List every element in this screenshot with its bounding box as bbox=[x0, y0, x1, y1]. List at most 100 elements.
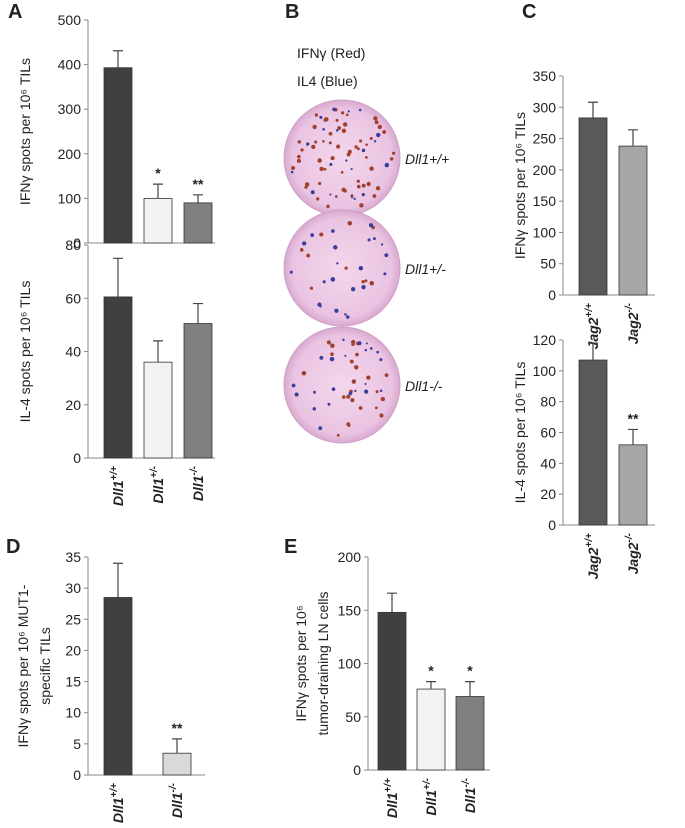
y-tick-label: 500 bbox=[58, 12, 82, 28]
y-axis-title: IFNγ spots per 10⁶ TILs bbox=[512, 112, 528, 259]
y-tick-label: 350 bbox=[533, 68, 557, 84]
error-bar bbox=[153, 340, 163, 363]
y-axis-title: IFNγ spots per 10⁶ bbox=[293, 605, 309, 721]
spot bbox=[329, 162, 333, 166]
spot bbox=[326, 340, 331, 345]
bar bbox=[455, 696, 485, 771]
legend-text: IFNγ (Red) bbox=[297, 45, 365, 61]
spot bbox=[326, 204, 330, 209]
spot bbox=[355, 352, 359, 357]
spot bbox=[357, 341, 362, 346]
y-tick-label: 0 bbox=[73, 767, 81, 783]
spot bbox=[348, 391, 353, 396]
spot bbox=[361, 285, 366, 290]
y-tick-label: 100 bbox=[533, 224, 557, 240]
y-tick-label: 20 bbox=[65, 397, 81, 413]
spot bbox=[344, 354, 347, 357]
spot bbox=[359, 203, 364, 208]
x-tick-label: Jag2+/+ bbox=[584, 303, 601, 350]
spot bbox=[335, 129, 339, 132]
spot bbox=[306, 253, 311, 258]
panel-label: B bbox=[285, 1, 299, 23]
panel-label: C bbox=[522, 1, 536, 23]
spot bbox=[372, 237, 376, 241]
spot bbox=[383, 272, 387, 276]
y-tick-label: 60 bbox=[65, 290, 81, 306]
spot bbox=[365, 342, 368, 345]
spot bbox=[376, 132, 381, 138]
y-tick-label: 150 bbox=[533, 193, 557, 209]
well-label: Dll1-/- bbox=[405, 378, 443, 394]
y-tick-label: 300 bbox=[533, 99, 557, 115]
spot bbox=[341, 395, 346, 399]
y-tick-label: 200 bbox=[533, 162, 557, 178]
spot bbox=[312, 407, 316, 411]
spot bbox=[314, 140, 318, 144]
x-tick-label: Dll1+/+ bbox=[383, 778, 400, 818]
spot bbox=[344, 266, 348, 270]
spot bbox=[345, 315, 350, 319]
panel-label: E bbox=[284, 536, 297, 558]
spot bbox=[379, 358, 383, 362]
spot bbox=[322, 280, 326, 284]
spot bbox=[392, 151, 396, 155]
spot bbox=[297, 154, 301, 159]
spot bbox=[376, 350, 379, 354]
spot bbox=[351, 379, 357, 384]
y-tick-label: 60 bbox=[540, 425, 556, 441]
spot bbox=[336, 262, 339, 265]
significance: ** bbox=[193, 176, 204, 192]
x-tick-label: Dll1+/+ bbox=[109, 466, 126, 506]
spot bbox=[384, 253, 389, 258]
spot bbox=[374, 120, 379, 125]
spot bbox=[336, 144, 341, 149]
x-tick-label: Jag2+/+ bbox=[584, 533, 601, 580]
y-tick-label: 20 bbox=[65, 642, 81, 658]
spot bbox=[334, 195, 338, 198]
spot bbox=[329, 356, 335, 362]
spot bbox=[310, 233, 315, 237]
spot bbox=[322, 127, 325, 131]
spot bbox=[299, 248, 304, 252]
spot bbox=[328, 131, 333, 136]
spot bbox=[369, 166, 374, 171]
spot bbox=[346, 394, 351, 399]
significance: ** bbox=[172, 720, 183, 736]
spot bbox=[361, 148, 366, 153]
spot bbox=[319, 355, 324, 360]
spot bbox=[342, 122, 348, 127]
spot bbox=[373, 116, 378, 121]
bar bbox=[578, 359, 608, 526]
y-tick-label: 100 bbox=[58, 190, 82, 206]
x-tick-label: Dll1-/- bbox=[461, 777, 478, 813]
spot bbox=[361, 193, 365, 197]
spot bbox=[369, 280, 375, 286]
y-tick-label: 200 bbox=[58, 146, 82, 162]
bar bbox=[618, 145, 648, 296]
spot bbox=[354, 145, 358, 149]
spot bbox=[353, 197, 356, 200]
spot bbox=[358, 406, 363, 410]
y-tick-label: 50 bbox=[345, 709, 361, 725]
y-tick-label: 80 bbox=[65, 237, 81, 253]
spot bbox=[349, 359, 354, 364]
spot bbox=[367, 238, 371, 242]
error-bar bbox=[153, 183, 163, 199]
y-tick-label: 25 bbox=[65, 611, 81, 627]
spot bbox=[319, 115, 323, 119]
panel-label: A bbox=[8, 1, 22, 23]
well-label: Dll1+/+ bbox=[405, 151, 449, 167]
spot bbox=[304, 182, 310, 187]
x-tick-label: Dll1+/- bbox=[149, 465, 166, 503]
y-tick-label: 10 bbox=[65, 705, 81, 721]
well-label: Dll1+/- bbox=[405, 261, 446, 277]
spot bbox=[306, 142, 310, 146]
spot bbox=[358, 108, 362, 112]
y-axis-title: IL-4 spots per 10⁶ TILs bbox=[17, 281, 33, 423]
spot bbox=[374, 406, 378, 410]
spot bbox=[319, 305, 322, 308]
error-bar bbox=[426, 681, 436, 690]
spot bbox=[344, 313, 347, 316]
y-axis-title: IFNγ spots per 10⁶ MUT1- bbox=[15, 584, 31, 747]
